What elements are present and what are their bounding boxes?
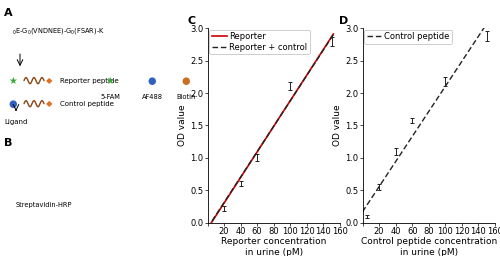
Text: ★: ★ (106, 76, 114, 86)
Control peptide (466, 50, 471, 53)
Text: Control peptide: Control peptide (60, 101, 114, 107)
Text: ●: ● (8, 99, 16, 109)
Text: Ligand: Ligand (4, 119, 28, 125)
Text: 5-FAM: 5-FAM (100, 94, 120, 100)
Text: D: D (338, 16, 348, 26)
Legend: Control peptide: Control peptide (364, 30, 452, 44)
Reporter (280, 111, 285, 114)
Reporter + control (330, 33, 336, 36)
Line: Control peptide: Control peptide (362, 21, 488, 212)
Control peptide (360, 210, 366, 213)
Reporter + control (204, 226, 210, 229)
Legend: Reporter, Reporter + control: Reporter, Reporter + control (209, 30, 310, 54)
Reporter + control (279, 112, 285, 115)
Text: Streptavidin-HRP: Streptavidin-HRP (16, 202, 72, 208)
Text: B: B (4, 138, 12, 148)
Control peptide (486, 20, 492, 23)
Control peptide (474, 38, 480, 41)
Text: ★: ★ (8, 76, 17, 86)
Reporter (279, 112, 285, 115)
Text: C: C (188, 16, 196, 26)
Reporter (282, 108, 288, 111)
Reporter (330, 33, 336, 36)
Reporter + control (280, 111, 285, 114)
Text: ●: ● (148, 76, 156, 86)
Text: $_0$E-G$_0$(VNDNEE)-G$_0$(FSAR)-K: $_0$E-G$_0$(VNDNEE)-G$_0$(FSAR)-K (12, 26, 105, 36)
Text: ◆: ◆ (46, 76, 52, 85)
Reporter (310, 63, 316, 66)
Text: AF488: AF488 (142, 94, 163, 100)
Control peptide (434, 98, 440, 101)
Y-axis label: OD value: OD value (334, 105, 342, 146)
Y-axis label: OD value: OD value (178, 105, 188, 146)
Reporter (318, 51, 324, 54)
Reporter (204, 227, 210, 230)
Text: A: A (4, 8, 12, 18)
Text: ●: ● (182, 76, 190, 86)
Control peptide (360, 210, 366, 213)
Text: Biotin: Biotin (176, 94, 196, 100)
Line: Reporter + control: Reporter + control (208, 35, 334, 228)
Control peptide (436, 94, 442, 97)
Reporter + control (318, 51, 324, 54)
Reporter (205, 227, 211, 230)
Text: ◆: ◆ (46, 99, 52, 108)
Reporter + control (310, 63, 316, 67)
X-axis label: Control peptide concentration
in urine (pM): Control peptide concentration in urine (… (360, 237, 497, 256)
Reporter + control (282, 108, 288, 111)
X-axis label: Reporter concentration
in urine (pM): Reporter concentration in urine (pM) (221, 237, 326, 256)
Text: Reporter peptide: Reporter peptide (60, 78, 118, 84)
Reporter + control (205, 226, 211, 229)
Line: Reporter: Reporter (208, 34, 334, 229)
Control peptide (434, 97, 440, 100)
